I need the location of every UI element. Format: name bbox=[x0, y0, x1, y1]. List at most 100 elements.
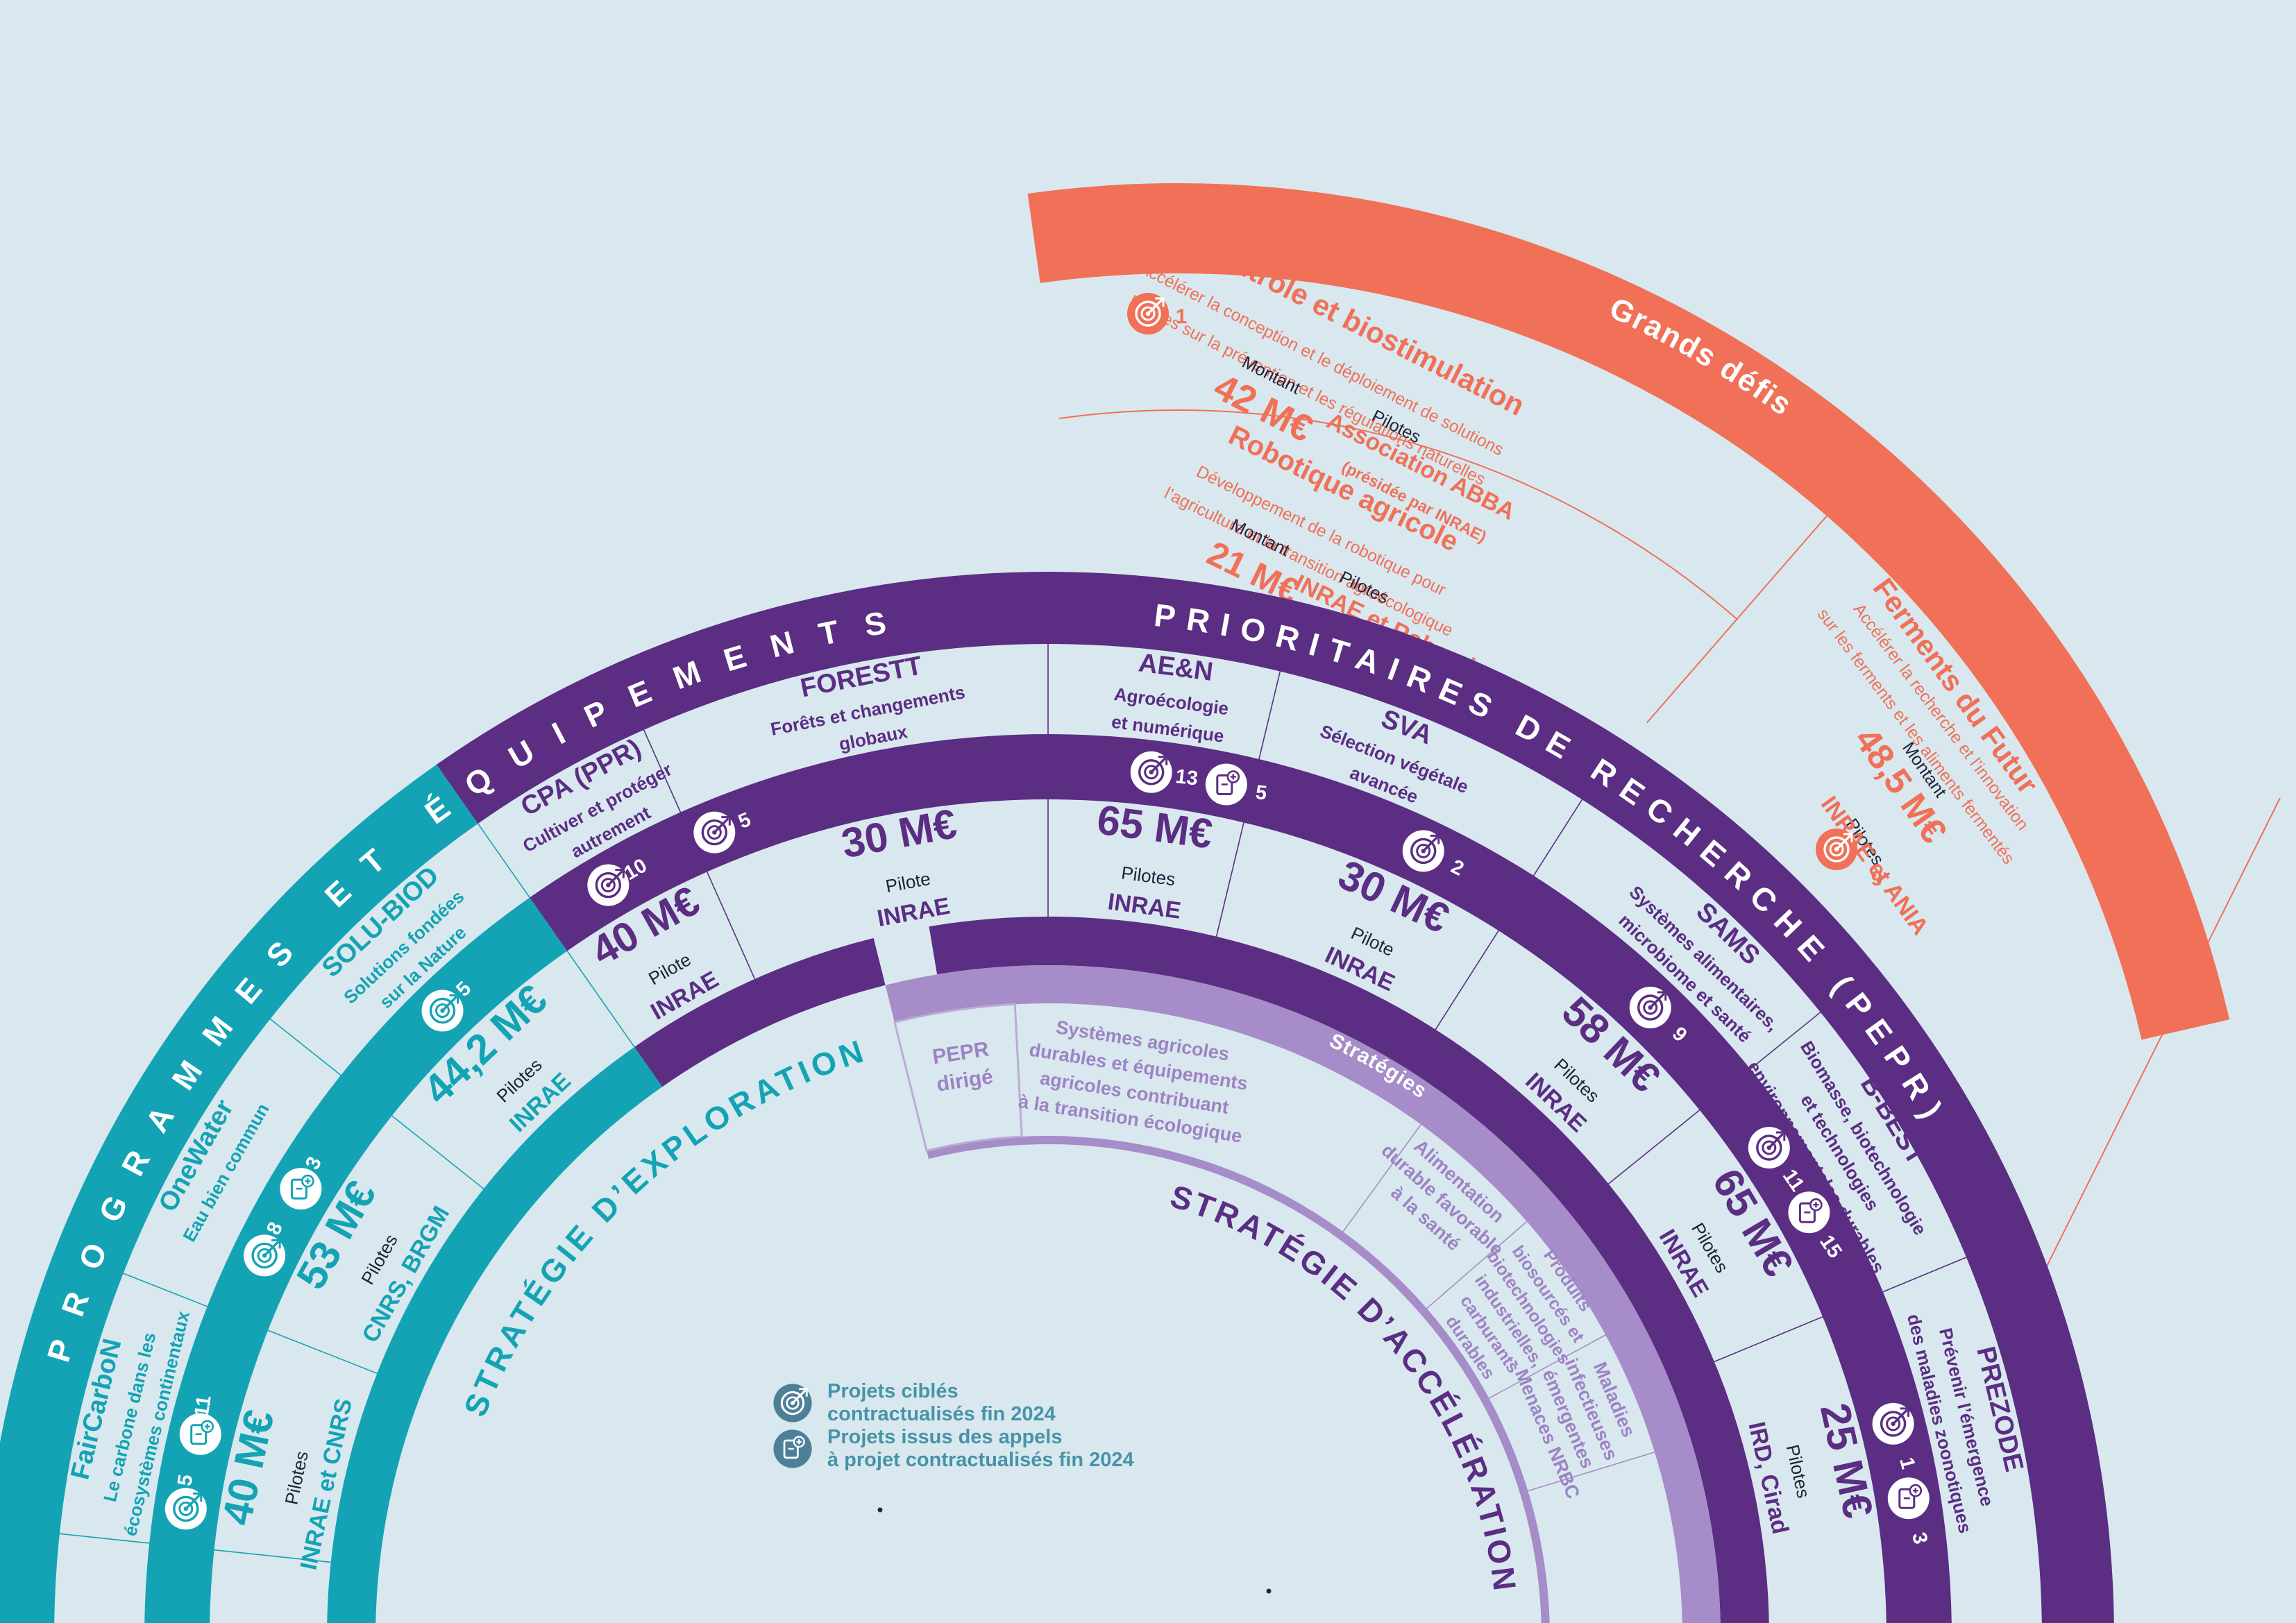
target-icon bbox=[421, 989, 464, 1032]
section-divider bbox=[1714, 1316, 1823, 1363]
legend-text: contractualisés fin 2024 bbox=[827, 1403, 1056, 1425]
icon-ring bbox=[595, 872, 621, 899]
icon-dot bbox=[1145, 311, 1151, 316]
target-icon bbox=[1748, 1127, 1790, 1169]
theme-divider bbox=[1489, 1334, 1606, 1399]
icon-arrow bbox=[1769, 1132, 1784, 1148]
section-divider bbox=[643, 729, 682, 813]
target-icon bbox=[1816, 829, 1857, 870]
icon-arrow bbox=[609, 870, 623, 885]
icon-dot bbox=[712, 830, 717, 835]
icon-arrow bbox=[443, 996, 457, 1010]
icon-dot bbox=[1421, 849, 1426, 853]
target-icon bbox=[164, 1488, 207, 1530]
outer-ring-pepr bbox=[437, 572, 2114, 1623]
pepr-dirige-box bbox=[893, 1003, 1023, 1153]
icon-dot bbox=[1648, 1005, 1653, 1010]
inner-ring-exploration bbox=[327, 1046, 663, 1623]
program-calls-count: 5 bbox=[1254, 781, 1268, 805]
icon-arrow-head bbox=[1775, 1131, 1786, 1141]
pepr-dirige-label: dirigé bbox=[935, 1065, 995, 1096]
icon-arrow-head bbox=[1900, 1407, 1910, 1417]
icon-dot bbox=[1891, 1421, 1896, 1427]
icon-ring bbox=[780, 1391, 805, 1416]
legend-text: Projets ciblés bbox=[827, 1380, 959, 1402]
document-icon bbox=[179, 1413, 221, 1455]
icon-arrow bbox=[1148, 298, 1163, 314]
icon-arrow-head bbox=[449, 994, 459, 1004]
section-divider bbox=[59, 1533, 150, 1544]
outer-ring-exploration bbox=[0, 764, 478, 1623]
icon-arrow-head bbox=[192, 1492, 203, 1502]
icon-ring bbox=[1416, 843, 1431, 858]
icon-ring bbox=[1756, 1135, 1782, 1161]
section-divider bbox=[267, 1329, 378, 1374]
target-icon bbox=[1127, 293, 1169, 334]
section-divider bbox=[1882, 1257, 1967, 1293]
icon-ring bbox=[251, 1242, 278, 1269]
legend-document-icon bbox=[773, 1429, 812, 1468]
document-icon bbox=[1788, 1191, 1830, 1234]
icon-dot bbox=[1149, 770, 1154, 774]
legend-text: Projets issus des appels bbox=[827, 1426, 1062, 1448]
grands-defis-arc-divider bbox=[1058, 409, 1738, 620]
icon-arrow bbox=[1424, 836, 1438, 851]
section-divider bbox=[1750, 1012, 1821, 1070]
icon-arrow-head bbox=[1158, 756, 1168, 765]
program-target-count: 13 bbox=[1174, 765, 1199, 790]
icon-ring bbox=[707, 825, 722, 840]
icon-ring bbox=[1410, 838, 1437, 865]
grands-defis-radial-divider bbox=[1646, 515, 1827, 724]
legend-text: à projet contractualisés fin 2024 bbox=[827, 1449, 1134, 1471]
section-divider bbox=[269, 1018, 341, 1076]
icon-ring bbox=[1886, 1416, 1901, 1431]
icon-doc-body bbox=[1898, 1488, 1916, 1509]
program-target-count: 1 bbox=[1895, 1455, 1919, 1471]
icon-doc-body bbox=[783, 1439, 799, 1459]
section-divider bbox=[1215, 822, 1244, 937]
page-dot bbox=[1266, 1588, 1272, 1594]
icon-arrow-head bbox=[799, 1388, 808, 1397]
icon-ring bbox=[1135, 300, 1161, 327]
strategies-band bbox=[885, 965, 1721, 1623]
section-divider bbox=[706, 872, 756, 980]
section-divider bbox=[566, 951, 635, 1048]
section-divider bbox=[214, 1549, 331, 1563]
icon-arrow bbox=[186, 1494, 201, 1509]
target-icon bbox=[587, 864, 630, 906]
section-divider bbox=[1258, 671, 1281, 760]
icon-ring bbox=[173, 1495, 199, 1522]
icon-doc-body bbox=[1798, 1202, 1816, 1223]
page-dot bbox=[877, 1507, 883, 1513]
icon-ring bbox=[1829, 842, 1844, 857]
target-icon bbox=[693, 811, 736, 853]
icon-band-pepr bbox=[530, 734, 1952, 1623]
section-divider bbox=[477, 823, 530, 898]
icon-doc-body bbox=[1216, 774, 1233, 795]
program-pilot-label: Pilotes bbox=[1782, 1443, 1814, 1500]
icon-dot bbox=[1766, 1145, 1771, 1150]
icon-band-exploration bbox=[144, 897, 568, 1623]
icon-dot bbox=[440, 1008, 445, 1013]
icon-arrow bbox=[715, 817, 729, 832]
document-icon bbox=[1205, 763, 1247, 806]
target-icon bbox=[1402, 830, 1444, 872]
icon-arrow bbox=[264, 1241, 280, 1255]
icon-dot bbox=[262, 1253, 267, 1258]
icon-arrow-head bbox=[1657, 991, 1667, 1001]
legend-target-icon bbox=[773, 1384, 812, 1422]
icon-ring bbox=[429, 997, 456, 1024]
theme-divider bbox=[1426, 1221, 1528, 1309]
theme-divider bbox=[1342, 1124, 1421, 1232]
icon-arrow-head bbox=[615, 869, 625, 878]
section-divider bbox=[1607, 1110, 1700, 1184]
icon-ring bbox=[1637, 994, 1664, 1021]
program-target-count: 5 bbox=[174, 1473, 197, 1488]
icon-dot bbox=[606, 883, 611, 887]
icon-arrow bbox=[1151, 757, 1166, 772]
section-divider bbox=[1533, 799, 1583, 876]
program-calls-count: 3 bbox=[1907, 1530, 1932, 1546]
icon-ring bbox=[1823, 836, 1850, 863]
grands-defis-band bbox=[1027, 182, 2230, 1040]
